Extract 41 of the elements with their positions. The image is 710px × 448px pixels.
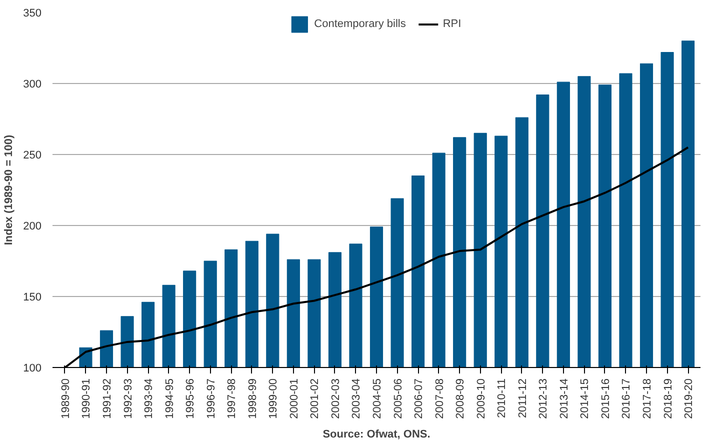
x-tick-label: 2002-03	[330, 378, 342, 419]
x-tick-label: 2006-07	[413, 378, 426, 419]
x-tick-label: 2011-12	[516, 378, 529, 418]
x-tick-label: 2008-09	[454, 378, 467, 419]
x-tick-label: 1999-00	[268, 378, 280, 419]
x-tick-label: 2009-10	[475, 378, 488, 419]
source-note: Source: Ofwat, ONS.	[322, 428, 430, 440]
x-tick-label: 2010-11	[496, 378, 508, 418]
x-tick-label: 1992-93	[122, 378, 134, 419]
y-tick-label: 350	[23, 8, 42, 20]
x-tick-label: 2019-20	[683, 378, 696, 419]
legend-label: RPI	[442, 18, 462, 30]
x-tick-label: 2017-18	[642, 378, 654, 419]
x-tick-label: 1996-97	[205, 378, 218, 419]
x-tick-label: 2014-15	[579, 378, 592, 419]
x-tick-label: 1990-91	[80, 378, 93, 419]
x-tick-label: 2004-05	[372, 378, 384, 419]
x-tick-label: 2001-02	[309, 378, 322, 419]
x-tick-label: 2013-14	[558, 378, 570, 419]
x-tick-label: 2015-16	[600, 378, 612, 419]
y-tick-label: 250	[23, 150, 42, 162]
x-tick-label: 1991-92	[102, 378, 114, 419]
x-tick-label: 1989-90	[60, 378, 72, 419]
x-tick-label: 1998-99	[246, 378, 259, 419]
y-tick-label: 300	[23, 78, 42, 90]
x-tick-label: 1997-98	[226, 378, 238, 419]
x-tick-label: 1993-94	[143, 378, 156, 419]
x-tick-label: 2005-06	[392, 378, 404, 419]
x-tick-label: 2000-01	[288, 378, 300, 419]
legend-label: Contemporary bills	[314, 18, 406, 30]
x-tick-label: 2012-13	[538, 378, 550, 419]
y-tick-label: 100	[23, 362, 42, 374]
x-tick-label: 2003-04	[350, 378, 363, 419]
x-tick-label: 2016-17	[620, 378, 633, 419]
y-tick-label: 200	[23, 220, 42, 232]
x-tick-label: 2018-19	[662, 378, 674, 419]
x-tick-label: 1994-95	[164, 378, 176, 419]
x-tick-label: 2007-08	[434, 378, 446, 419]
x-tick-label: 1995-96	[184, 378, 197, 419]
y-tick-label: 150	[23, 292, 42, 304]
y-axis-title: Index (1989-90 = 100)	[3, 134, 16, 246]
